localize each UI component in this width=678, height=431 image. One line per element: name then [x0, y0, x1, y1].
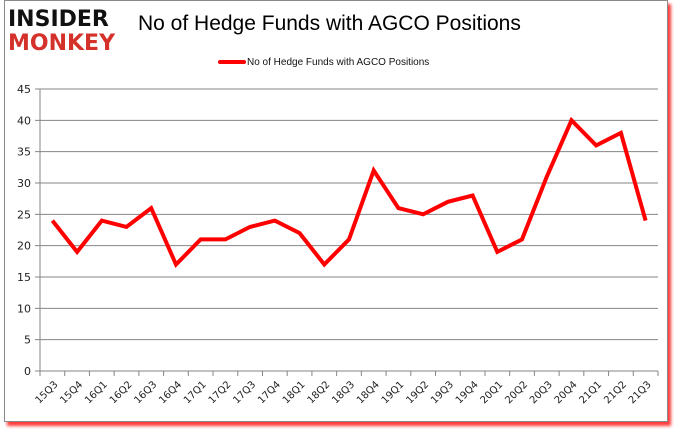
x-tick-label: 16Q2	[108, 379, 135, 406]
y-tick-label: 30	[17, 177, 31, 190]
x-tick-label: 17Q4	[256, 379, 283, 406]
x-tick-label: 20Q3	[528, 379, 555, 406]
x-tick-label: 16Q1	[83, 379, 110, 406]
y-tick-label: 5	[24, 334, 31, 347]
x-tick-label: 19Q1	[380, 379, 407, 406]
y-tick-label: 25	[17, 208, 31, 221]
x-tick-label: 17Q1	[182, 379, 209, 406]
x-tick-label: 19Q2	[404, 379, 431, 406]
y-tick-label: 35	[17, 146, 31, 159]
y-tick-label: 45	[17, 83, 31, 96]
x-tick-label: 20Q2	[503, 379, 530, 406]
legend-line-swatch-icon	[218, 60, 246, 64]
x-tick-label: 19Q3	[429, 379, 456, 406]
x-tick-label: 16Q4	[157, 379, 184, 406]
x-tick-label: 21Q3	[627, 379, 654, 406]
y-tick-label: 40	[17, 114, 31, 127]
x-tick-label: 16Q3	[133, 379, 160, 406]
x-tick-label: 17Q3	[231, 379, 258, 406]
y-tick-label: 0	[24, 365, 31, 378]
logo-line-1: INSIDER	[8, 7, 109, 32]
insider-monkey-logo: INSIDER MONKEY	[8, 8, 128, 58]
x-tick-label: 18Q2	[306, 379, 333, 406]
x-tick-label: 19Q4	[454, 379, 481, 406]
chart-title: No of Hedge Funds with AGCO Positions	[138, 12, 521, 35]
x-tick-label: 20Q1	[479, 379, 506, 406]
x-tick-label: 15Q3	[34, 379, 61, 406]
legend-label: No of Hedge Funds with AGCO Positions	[247, 56, 430, 68]
x-tick-label: 20Q4	[553, 379, 580, 406]
y-tick-label: 20	[17, 240, 31, 253]
x-tick-label: 21Q2	[602, 379, 629, 406]
y-tick-label: 15	[17, 271, 31, 284]
y-tick-label: 10	[17, 302, 31, 315]
x-tick-label: 17Q2	[207, 379, 234, 406]
series-line	[50, 116, 648, 269]
chart-frame	[4, 0, 668, 422]
chart-legend: No of Hedge Funds with AGCO Positions	[218, 55, 429, 69]
x-tick-label: 18Q1	[281, 379, 308, 406]
x-tick-label: 18Q3	[330, 379, 357, 406]
x-tick-label: 21Q1	[577, 379, 604, 406]
x-tick-label: 18Q4	[355, 379, 382, 406]
x-tick-label: 15Q4	[58, 379, 85, 406]
logo-line-2: MONKEY	[8, 31, 116, 56]
